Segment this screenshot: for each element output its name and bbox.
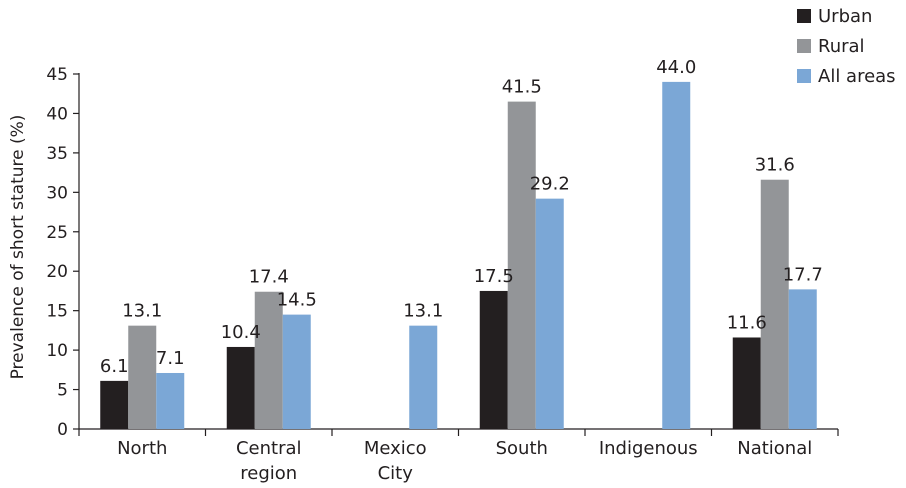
data-label: 13.1 (122, 301, 162, 322)
y-axis-title: Prevalence of short stature (%) (8, 115, 28, 380)
bar (760, 179, 789, 429)
y-tick-label: 5 (57, 381, 68, 401)
bar (662, 81, 691, 429)
x-tick-label: Indigenous (599, 438, 698, 459)
data-label: 17.7 (783, 264, 823, 285)
y-tick-label: 10 (46, 341, 68, 361)
y-tick-label: 0 (57, 420, 68, 440)
data-label: 6.1 (100, 356, 129, 377)
bar (479, 290, 508, 429)
y-tick-label: 40 (46, 104, 68, 124)
data-label: 10.4 (221, 322, 261, 343)
data-label: 44.0 (656, 57, 696, 78)
bar (788, 289, 817, 429)
bar (128, 325, 157, 429)
bars (100, 81, 817, 429)
x-tick-label: North (117, 438, 167, 459)
bar (226, 346, 255, 429)
bar (254, 291, 283, 429)
y-tick-label: 20 (46, 262, 68, 282)
axes: 0 5 10 15 20 25 30 35 40 45 (46, 65, 839, 440)
data-label: 11.6 (727, 312, 767, 333)
y-tick-label: 30 (46, 183, 68, 203)
legend: Urban Rural All areas (797, 6, 896, 87)
legend-swatch (797, 9, 811, 23)
bar (409, 325, 438, 429)
y-tick-label: 15 (46, 302, 68, 322)
y-tick-label: 35 (46, 144, 68, 164)
data-label: 7.1 (156, 348, 185, 369)
x-tick-label: region (240, 463, 297, 484)
x-tick-label: National (737, 438, 812, 459)
data-label: 13.1 (403, 301, 443, 322)
data-label: 41.5 (502, 77, 542, 98)
data-label: 29.2 (530, 174, 570, 195)
legend-swatch (797, 39, 811, 53)
data-label: 17.5 (474, 266, 514, 287)
legend-label: Rural (818, 36, 865, 57)
data-label: 17.4 (249, 267, 289, 288)
bar (156, 372, 185, 429)
legend-label: All areas (818, 66, 896, 87)
value-labels: 6.1 13.1 7.1 10.4 17.414.5 13.1 17.5 41.5 29.2 44… (100, 57, 823, 377)
x-tick-label: Central (236, 438, 302, 459)
legend-label: Urban (818, 6, 872, 27)
x-tick-label: City (378, 463, 414, 484)
x-tick-label: Mexico (364, 438, 427, 459)
bar (732, 337, 761, 429)
data-label: 31.6 (755, 155, 795, 176)
bar (507, 101, 536, 429)
legend-swatch (797, 69, 811, 83)
bar (535, 198, 564, 429)
y-tick-label: 25 (46, 223, 68, 243)
bar (282, 314, 311, 429)
x-tick-label: South (496, 438, 548, 459)
y-tick-label: 45 (46, 65, 68, 85)
data-label: 14.5 (277, 290, 317, 311)
x-tick-labels: North Central region Mexico City South Indigen… (117, 438, 812, 484)
bar (100, 380, 129, 429)
